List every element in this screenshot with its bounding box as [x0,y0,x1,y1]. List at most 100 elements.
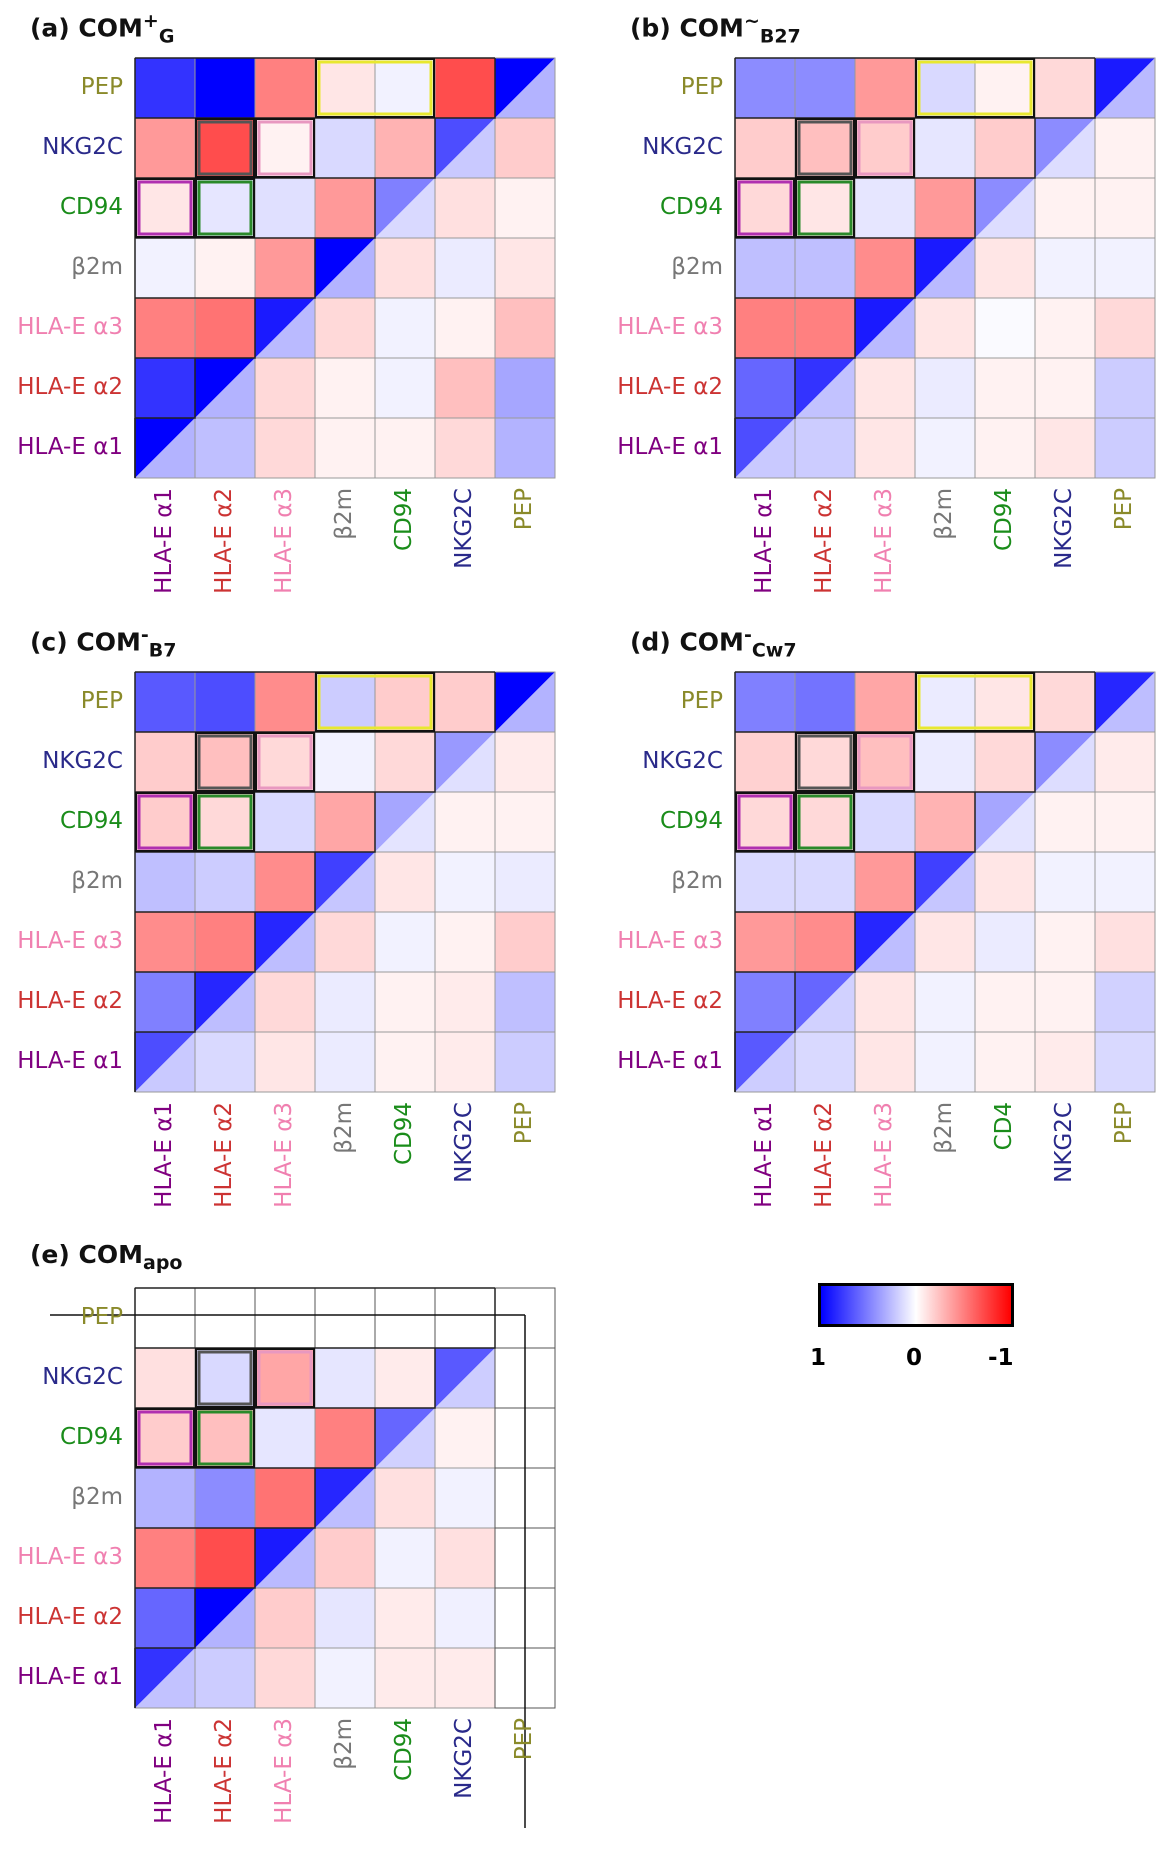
row-label-cd94: CD94 [59,194,123,220]
heatmap-cell [1034,1031,1096,1093]
heatmap-cell [314,357,376,419]
heatmap-cell [434,791,496,853]
heatmap-cell [1094,731,1156,793]
heatmap-cell [1094,177,1156,239]
heatmap-cell-diagonal-lower [495,58,555,118]
heatmap-cell [854,237,916,299]
heatmap-cell [974,671,1036,733]
heatmap-cell [194,1527,256,1589]
heatmap-cell [494,971,556,1033]
heatmap-cell [374,671,436,733]
heatmap-cell [974,1031,1036,1093]
highlight-box [197,794,253,850]
heatmap-cell [374,1031,436,1093]
heatmap-cell [1034,971,1096,1033]
row-label-nkg2c: NKG2C [42,1364,123,1390]
heatmap-cell [314,417,376,479]
heatmap-cell [434,851,496,913]
col-label-hla-e-2: HLA-E α2 [811,488,837,594]
heatmap-cell [794,177,856,239]
heatmap-cell [794,417,856,479]
heatmap-cell [1034,237,1096,299]
col-label-hla-e-1: HLA-E α1 [751,488,777,594]
row-label-cd94: CD94 [59,808,123,834]
heatmap-grid [734,671,1156,1093]
heatmap-cell [1034,671,1096,733]
heatmap-cell [1094,117,1156,179]
heatmap-cell [314,57,376,119]
heatmap-cell-diagonal-lower [375,178,435,238]
row-label-hla-e-3: HLA-E α3 [617,928,723,954]
heatmap-cell [1094,417,1156,479]
heatmap-cell-diagonal-lower [1095,672,1155,732]
row-label-nkg2c: NKG2C [42,748,123,774]
highlight-outline [195,178,255,238]
heatmap-cell [254,1467,316,1529]
highlight-outline [795,792,855,852]
heatmap-cell-diagonal-lower [855,912,915,972]
heatmap-cell [374,237,436,299]
highlight-box [737,180,793,236]
heatmap-cell [254,671,316,733]
col-label-nkg2c: NKG2C [1051,1102,1077,1183]
heatmap-cell [134,1527,196,1589]
highlight-box [197,180,253,236]
highlight-box [197,1350,253,1406]
heatmap-cell [494,177,556,239]
heatmap-cell [314,117,376,179]
col-label-cd4: CD4 [991,1102,1017,1151]
heatmap-grid [134,671,556,1093]
heatmap-cell-diagonal-lower [195,358,255,418]
heatmap-cell [1034,57,1096,119]
heatmap-cell [794,911,856,973]
panel-title-text: (a) COM [30,13,143,43]
heatmap-cell [434,1467,496,1529]
heatmap-cell [434,237,496,299]
heatmap-cell [314,1587,376,1649]
highlight-box [197,734,253,790]
heatmap-cell [314,971,376,1033]
heatmap-cell [314,731,376,793]
heatmap-cell-diagonal-lower [915,238,975,298]
row-label-pep: PEP [80,688,123,714]
heatmap-cell [974,57,1036,119]
heatmap-cell [314,1031,376,1093]
row-label-hla-e-2: HLA-E α2 [17,1604,123,1630]
heatmap-cell [854,731,916,793]
heatmap-cell-diagonal-lower [735,1032,795,1092]
heatmap-cell [134,177,196,239]
heatmap-cell [1034,297,1096,359]
heatmap-cell-empty [314,1287,376,1349]
row-label-nkg2c: NKG2C [642,748,723,774]
heatmap-cell [854,117,916,179]
heatmap-cell [254,357,316,419]
heatmap-cell [734,297,796,359]
heatmap-cell [254,177,316,239]
highlight-outline [795,178,855,238]
heatmap-cell-empty [254,1287,316,1349]
heatmap-cell [134,57,196,119]
heatmap-cell [254,1587,316,1649]
colorbar-label-zero: 0 [906,1345,923,1371]
heatmap-cell [974,357,1036,419]
heatmap-cell [194,911,256,973]
col-label-hla-e-3: HLA-E α3 [271,488,297,594]
heatmap-cell [974,417,1036,479]
heatmap-cell-diagonal-lower [855,298,915,358]
heatmap-cell-diagonal-lower [915,852,975,912]
highlight-outline [795,118,855,178]
heatmap-cell [374,851,436,913]
col-label-hla-e-1: HLA-E α1 [751,1102,777,1208]
col-label-pep: PEP [511,1102,537,1145]
col-label-hla-e-3: HLA-E α3 [871,488,897,594]
heatmap-cell [914,911,976,973]
row-label-cd94: CD94 [659,194,723,220]
highlight-outline [735,178,795,238]
highlight-outline [195,732,255,792]
heatmap-cell [314,297,376,359]
row-label-hla-e-3: HLA-E α3 [17,314,123,340]
col-label-pep: PEP [511,488,537,531]
heatmap-cell [314,911,376,973]
heatmap-cell [854,971,916,1033]
panel-title-sub: B7 [148,639,177,662]
